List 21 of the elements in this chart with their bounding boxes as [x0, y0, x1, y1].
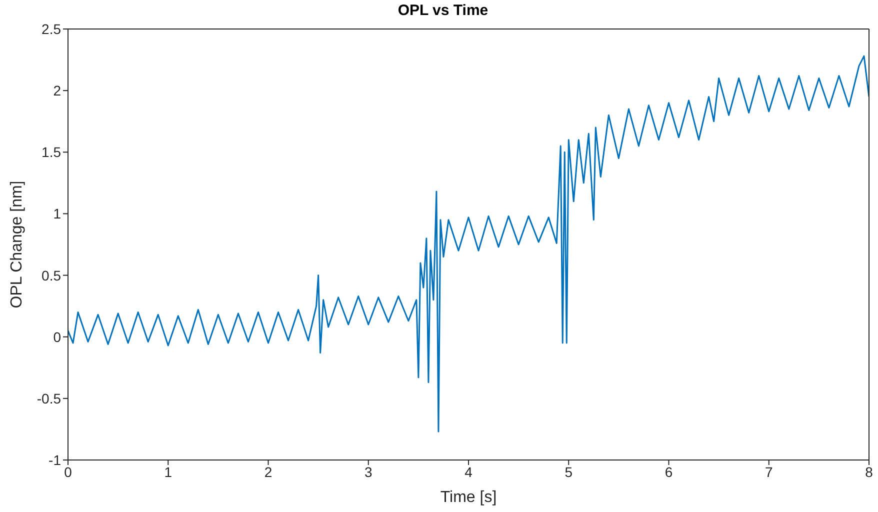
y-tick-label: -1 [48, 452, 62, 468]
y-tick-label: 2.5 [42, 20, 62, 37]
y-tick-label: 1 [53, 206, 62, 222]
x-tick-label: 1 [164, 464, 172, 480]
y-tick-label: 1.5 [42, 144, 62, 160]
y-tick-label: 0.5 [42, 267, 62, 284]
x-tick-label: 3 [364, 464, 372, 480]
y-tick-label: 2 [53, 82, 62, 99]
chart-title: OPL vs Time [396, 2, 490, 21]
x-tick-label: 4 [464, 464, 473, 480]
line-series [68, 55, 869, 432]
x-tick-label: 5 [564, 464, 573, 480]
x-tick-label: 2 [264, 464, 272, 480]
y-axis-title: OPL Change [nm] [8, 180, 26, 308]
x-tick-label: 8 [865, 464, 874, 480]
x-tick-label: 7 [764, 464, 773, 480]
y-tick-label: 0 [53, 328, 62, 345]
x-axis-title: Time [s] [440, 489, 497, 506]
y-tick-label: -0.5 [36, 390, 62, 406]
x-tick-label: 0 [64, 464, 72, 480]
x-tick-label: 6 [664, 464, 673, 480]
